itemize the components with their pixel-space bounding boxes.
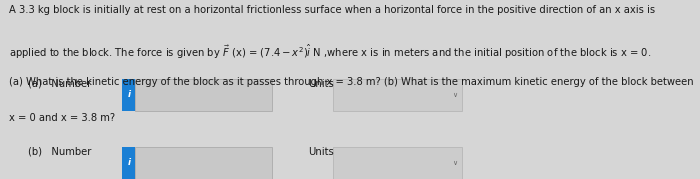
FancyBboxPatch shape [332, 79, 462, 111]
Text: (a)   Number: (a) Number [28, 79, 91, 89]
Text: (a) What is the kinetic energy of the block as it passes through x = 3.8 m? (b) : (a) What is the kinetic energy of the bl… [9, 77, 694, 87]
FancyBboxPatch shape [122, 79, 135, 111]
Text: ∨: ∨ [452, 92, 458, 98]
Text: A 3.3 kg block is initially at rest on a horizontal frictionless surface when a : A 3.3 kg block is initially at rest on a… [9, 5, 655, 15]
FancyBboxPatch shape [135, 79, 272, 111]
Text: Units: Units [308, 79, 334, 89]
Text: applied to the block. The force is given by $\vec{F}$ (x) = $\left(7.4-x^2\right: applied to the block. The force is given… [9, 43, 652, 61]
Text: i: i [127, 158, 130, 167]
Text: x = 0 and x = 3.8 m?: x = 0 and x = 3.8 m? [9, 113, 115, 123]
Text: ∨: ∨ [452, 160, 458, 166]
FancyBboxPatch shape [332, 147, 462, 179]
FancyBboxPatch shape [122, 147, 135, 179]
Text: (b)   Number: (b) Number [28, 147, 92, 157]
FancyBboxPatch shape [135, 147, 272, 179]
Text: Units: Units [308, 147, 334, 157]
Text: i: i [127, 90, 130, 99]
